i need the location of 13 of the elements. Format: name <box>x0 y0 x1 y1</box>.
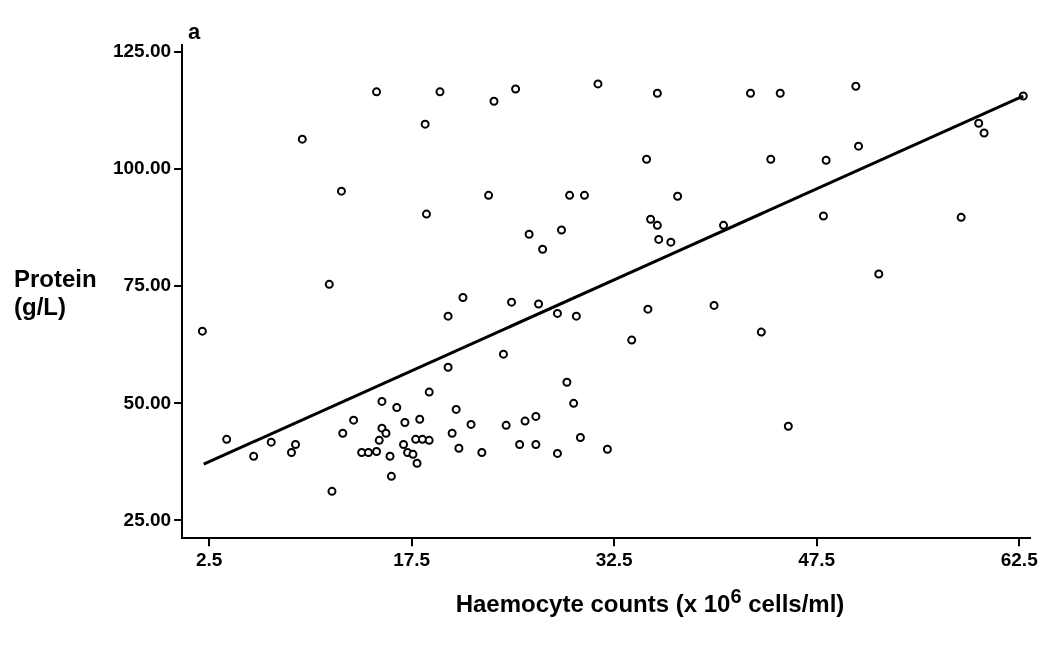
y-tick-label: 125.00 <box>112 40 172 62</box>
x-tick-label: 62.5 <box>1000 548 1039 570</box>
y-tick-label: 75.00 <box>123 274 172 296</box>
text: a <box>188 19 202 45</box>
x-tick-label: 47.5 <box>798 548 836 570</box>
x-tick-label: 32.5 <box>595 548 634 570</box>
x-tick-label: 2.5 <box>195 548 223 570</box>
y-tick-label: 50.00 <box>123 391 172 413</box>
y-tick-label: 100.00 <box>112 157 172 179</box>
x-tick-label: 17.5 <box>393 548 431 570</box>
y-axis-title: Protein (g/L) <box>14 265 98 321</box>
y-tick-label: 25.00 <box>123 508 172 530</box>
x-axis-title: Haemocyte counts (x 10$^{6}$ cells/ml) <box>454 585 846 618</box>
